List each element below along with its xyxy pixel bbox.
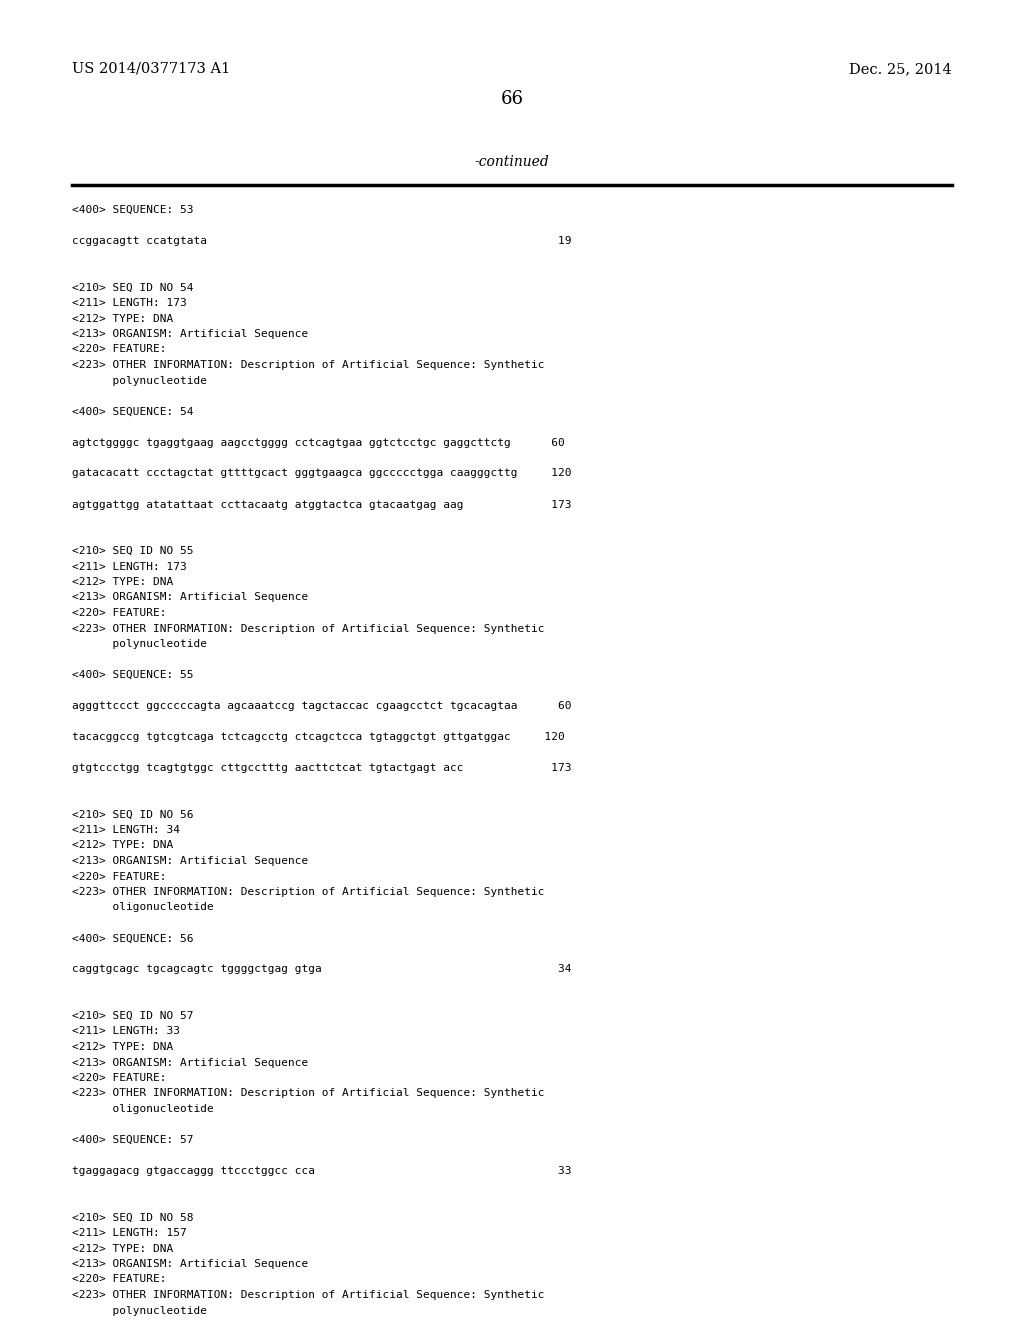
Text: <211> LENGTH: 157: <211> LENGTH: 157: [72, 1228, 186, 1238]
Text: <223> OTHER INFORMATION: Description of Artificial Sequence: Synthetic: <223> OTHER INFORMATION: Description of …: [72, 887, 545, 898]
Text: agtctggggc tgaggtgaag aagcctgggg cctcagtgaa ggtctcctgc gaggcttctg      60: agtctggggc tgaggtgaag aagcctgggg cctcagt…: [72, 437, 565, 447]
Text: <400> SEQUENCE: 57: <400> SEQUENCE: 57: [72, 1135, 194, 1144]
Text: 66: 66: [501, 90, 523, 108]
Text: <220> FEATURE:: <220> FEATURE:: [72, 345, 167, 355]
Text: <223> OTHER INFORMATION: Description of Artificial Sequence: Synthetic: <223> OTHER INFORMATION: Description of …: [72, 1089, 545, 1098]
Text: Dec. 25, 2014: Dec. 25, 2014: [849, 62, 952, 77]
Text: <223> OTHER INFORMATION: Description of Artificial Sequence: Synthetic: <223> OTHER INFORMATION: Description of …: [72, 1290, 545, 1300]
Text: <210> SEQ ID NO 55: <210> SEQ ID NO 55: [72, 546, 194, 556]
Text: <212> TYPE: DNA: <212> TYPE: DNA: [72, 1243, 173, 1254]
Text: tacacggccg tgtcgtcaga tctcagcctg ctcagctcca tgtaggctgt gttgatggac     120: tacacggccg tgtcgtcaga tctcagcctg ctcagct…: [72, 733, 565, 742]
Text: -continued: -continued: [475, 154, 549, 169]
Text: <210> SEQ ID NO 56: <210> SEQ ID NO 56: [72, 809, 194, 820]
Text: <400> SEQUENCE: 55: <400> SEQUENCE: 55: [72, 671, 194, 680]
Text: <212> TYPE: DNA: <212> TYPE: DNA: [72, 314, 173, 323]
Text: <213> ORGANISM: Artificial Sequence: <213> ORGANISM: Artificial Sequence: [72, 855, 308, 866]
Text: <213> ORGANISM: Artificial Sequence: <213> ORGANISM: Artificial Sequence: [72, 593, 308, 602]
Text: <211> LENGTH: 173: <211> LENGTH: 173: [72, 298, 186, 308]
Text: polynucleotide: polynucleotide: [72, 639, 207, 649]
Text: US 2014/0377173 A1: US 2014/0377173 A1: [72, 62, 230, 77]
Text: <400> SEQUENCE: 54: <400> SEQUENCE: 54: [72, 407, 194, 417]
Text: <212> TYPE: DNA: <212> TYPE: DNA: [72, 841, 173, 850]
Text: oligonucleotide: oligonucleotide: [72, 1104, 214, 1114]
Text: oligonucleotide: oligonucleotide: [72, 903, 214, 912]
Text: <212> TYPE: DNA: <212> TYPE: DNA: [72, 577, 173, 587]
Text: <220> FEATURE:: <220> FEATURE:: [72, 1275, 167, 1284]
Text: gtgtccctgg tcagtgtggc cttgcctttg aacttctcat tgtactgagt acc             173: gtgtccctgg tcagtgtggc cttgcctttg aacttct…: [72, 763, 571, 774]
Text: <400> SEQUENCE: 56: <400> SEQUENCE: 56: [72, 933, 194, 944]
Text: agggttccct ggcccccagta agcaaatccg tagctaccac cgaagcctct tgcacagtaa      60: agggttccct ggcccccagta agcaaatccg tagcta…: [72, 701, 571, 711]
Text: <220> FEATURE:: <220> FEATURE:: [72, 1073, 167, 1082]
Text: <213> ORGANISM: Artificial Sequence: <213> ORGANISM: Artificial Sequence: [72, 1057, 308, 1068]
Text: <210> SEQ ID NO 58: <210> SEQ ID NO 58: [72, 1213, 194, 1222]
Text: gatacacatt ccctagctat gttttgcact gggtgaagca ggccccctgga caagggcttg     120: gatacacatt ccctagctat gttttgcact gggtgaa…: [72, 469, 571, 479]
Text: tgaggagacg gtgaccaggg ttccctggcc cca                                    33: tgaggagacg gtgaccaggg ttccctggcc cca 33: [72, 1166, 571, 1176]
Text: <210> SEQ ID NO 57: <210> SEQ ID NO 57: [72, 1011, 194, 1020]
Text: <211> LENGTH: 33: <211> LENGTH: 33: [72, 1027, 180, 1036]
Text: polynucleotide: polynucleotide: [72, 1305, 207, 1316]
Text: <213> ORGANISM: Artificial Sequence: <213> ORGANISM: Artificial Sequence: [72, 1259, 308, 1269]
Text: <211> LENGTH: 173: <211> LENGTH: 173: [72, 561, 186, 572]
Text: <223> OTHER INFORMATION: Description of Artificial Sequence: Synthetic: <223> OTHER INFORMATION: Description of …: [72, 623, 545, 634]
Text: <223> OTHER INFORMATION: Description of Artificial Sequence: Synthetic: <223> OTHER INFORMATION: Description of …: [72, 360, 545, 370]
Text: <213> ORGANISM: Artificial Sequence: <213> ORGANISM: Artificial Sequence: [72, 329, 308, 339]
Text: <220> FEATURE:: <220> FEATURE:: [72, 871, 167, 882]
Text: <210> SEQ ID NO 54: <210> SEQ ID NO 54: [72, 282, 194, 293]
Text: ccggacagtt ccatgtata                                                    19: ccggacagtt ccatgtata 19: [72, 236, 571, 246]
Text: <220> FEATURE:: <220> FEATURE:: [72, 609, 167, 618]
Text: <212> TYPE: DNA: <212> TYPE: DNA: [72, 1041, 173, 1052]
Text: polynucleotide: polynucleotide: [72, 375, 207, 385]
Text: <400> SEQUENCE: 53: <400> SEQUENCE: 53: [72, 205, 194, 215]
Text: caggtgcagc tgcagcagtc tggggctgag gtga                                   34: caggtgcagc tgcagcagtc tggggctgag gtga 34: [72, 965, 571, 974]
Text: agtggattgg atatattaat ccttacaatg atggtactca gtacaatgag aag             173: agtggattgg atatattaat ccttacaatg atggtac…: [72, 499, 571, 510]
Text: <211> LENGTH: 34: <211> LENGTH: 34: [72, 825, 180, 836]
